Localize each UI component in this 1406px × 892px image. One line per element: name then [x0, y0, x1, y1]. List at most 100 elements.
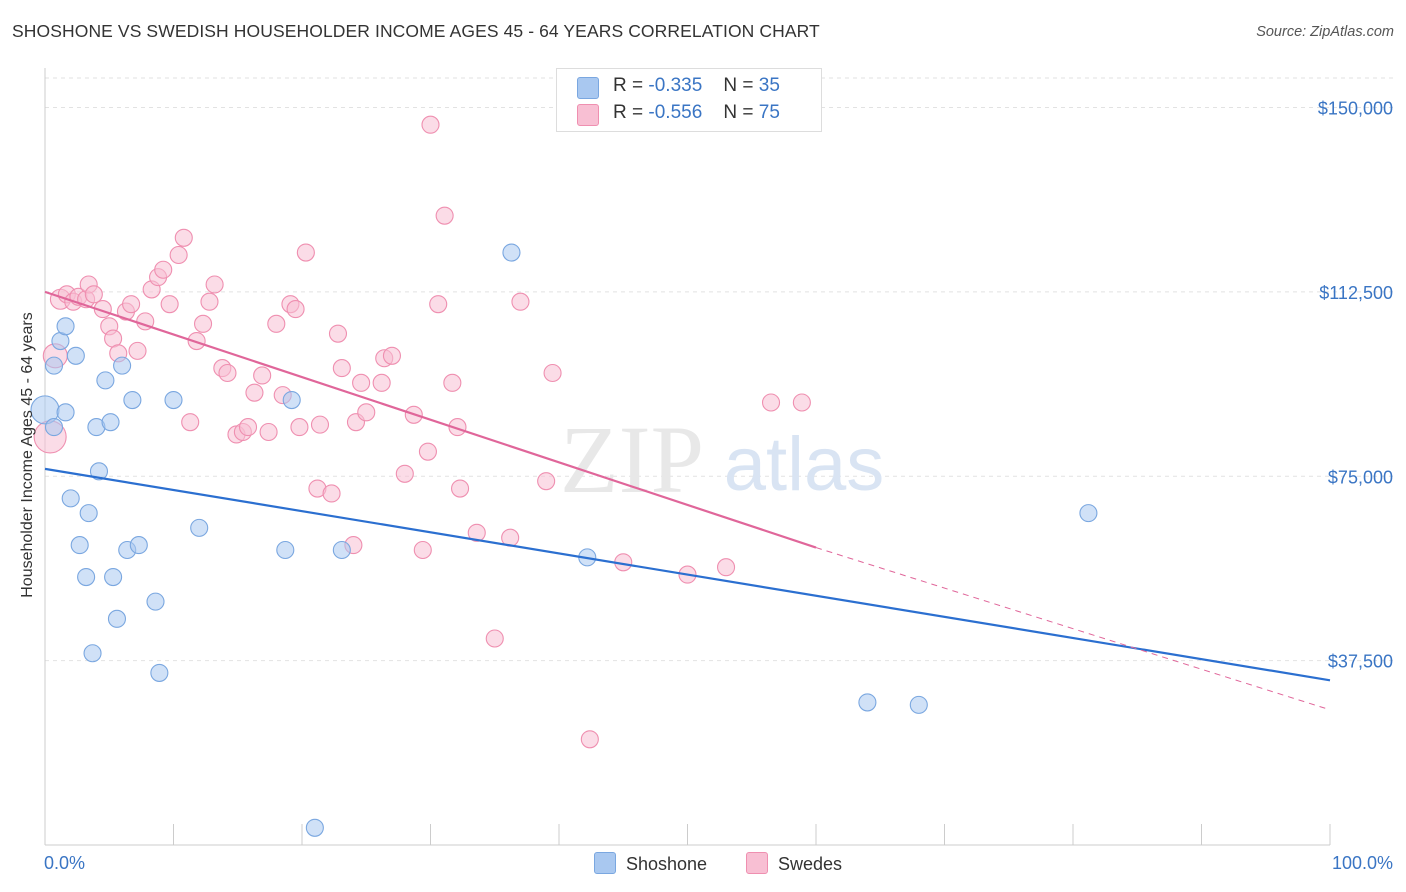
shoshone-point [150, 663, 169, 682]
shoshone-point [83, 644, 102, 663]
shoshone-point [129, 536, 148, 555]
shoshone-point [66, 346, 85, 365]
x-tick-label-max: 100.0% [1332, 853, 1393, 873]
legend-label-shoshone: Shoshone [626, 854, 708, 874]
y-tick-label: $112,500 [1319, 283, 1393, 303]
axes [44, 68, 1331, 846]
swedes-point [332, 359, 351, 378]
chart-title: SHOSHONE VS SWEDISH HOUSEHOLDER INCOME A… [12, 21, 820, 41]
shoshone-point [44, 418, 64, 437]
swedes-point [154, 260, 173, 279]
shoshone-point [276, 540, 295, 560]
x-tick-label-min: 0.0% [44, 853, 85, 873]
n-label: N = [723, 102, 754, 123]
watermark: ZIP atlas [560, 406, 884, 513]
r-value-swedes: -0.556 [648, 102, 703, 123]
swedes-point [418, 442, 437, 461]
shoshone-point [282, 390, 301, 410]
swedes-point [194, 314, 213, 333]
n-value-shoshone: 35 [758, 75, 780, 96]
swedes-point [716, 558, 736, 577]
swedes-point [372, 373, 391, 392]
swedes-point [245, 383, 264, 402]
swedes-point [485, 629, 504, 648]
swedes-point [543, 363, 562, 383]
shoshone-legend-swatch [594, 852, 616, 874]
shoshone-point [96, 371, 115, 390]
y-tick-label: $75,000 [1328, 467, 1393, 487]
swedes-point [448, 418, 467, 437]
swedes-point [286, 300, 305, 319]
n-label: N = [723, 75, 754, 96]
shoshone-trend-line [44, 467, 1331, 682]
shoshone-point [1079, 504, 1098, 523]
swedes-point [357, 403, 376, 422]
shoshone-point [190, 518, 209, 537]
r-label: R = [613, 102, 644, 123]
swedes-point [181, 413, 200, 432]
shoshone-point [909, 695, 928, 714]
legend-item-shoshone: Shoshone [594, 852, 707, 875]
shoshone-points [30, 243, 1098, 837]
shoshone-point [70, 536, 89, 555]
y-axis-label: Householder Income Ages 45 - 64 years [19, 312, 36, 598]
swedes-point [259, 422, 278, 442]
swedes-point [218, 363, 237, 383]
swedes-point [429, 295, 448, 314]
swedes-point [310, 415, 330, 434]
swedes-point [128, 341, 147, 360]
shoshone-point [44, 356, 64, 375]
shoshone-point [332, 540, 351, 560]
legend-label-swedes: Swedes [778, 854, 843, 874]
swedes-point [435, 206, 454, 225]
swedes-points [33, 115, 811, 749]
r-value-shoshone: -0.335 [648, 75, 703, 96]
swedes-point [792, 393, 811, 412]
shoshone-point [146, 592, 165, 611]
legend-item-swedes: Swedes [746, 852, 842, 875]
shoshone-point [56, 403, 75, 422]
source-label: Source: ZipAtlas.com [1256, 24, 1394, 40]
trend-lines [44, 290, 1331, 711]
shoshone-point [104, 567, 123, 587]
swedes-point [761, 393, 781, 412]
watermark-atlas: atlas [724, 422, 885, 507]
shoshone-point [61, 489, 80, 508]
swedes-point [200, 292, 219, 311]
shoshone-point [113, 356, 132, 375]
r-label: R = [613, 75, 644, 96]
swedes-point [296, 243, 315, 262]
shoshone-point [107, 609, 127, 628]
shoshone-point [101, 413, 120, 432]
y-tick-label: $37,500 [1328, 652, 1393, 672]
swedes-point [352, 373, 371, 392]
swedes-trend-extension [815, 547, 1331, 711]
shoshone-point [56, 317, 75, 336]
swedes-point [253, 366, 272, 385]
swedes-trend-line [44, 290, 817, 549]
swedes-point [160, 295, 179, 314]
correlation-legend: R = -0.335 N = 35 R = -0.556 N = 75 [556, 68, 822, 132]
shoshone-point [123, 390, 142, 410]
swedes-point [322, 484, 341, 503]
swedes-point [238, 418, 258, 437]
swedes-point [84, 285, 103, 304]
swedes-point [443, 373, 462, 392]
swedes-swatch [577, 104, 599, 126]
shoshone-point [164, 390, 183, 410]
swedes-point [328, 324, 348, 343]
shoshone-swatch [577, 77, 599, 99]
swedes-point [205, 275, 224, 294]
swedes-point [467, 523, 486, 542]
tick-labels: $37,500 $75,000 $112,500 $150,000 0.0% 100.0% [44, 99, 1393, 874]
swedes-point [290, 418, 309, 437]
shoshone-point [858, 693, 877, 712]
watermark-zip: ZIP [560, 406, 704, 513]
swedes-legend-swatch [746, 852, 768, 874]
n-value-swedes: 75 [758, 102, 780, 123]
shoshone-point [77, 567, 96, 587]
swedes-point [451, 479, 470, 498]
swedes-point [421, 115, 440, 134]
swedes-point [122, 295, 141, 314]
